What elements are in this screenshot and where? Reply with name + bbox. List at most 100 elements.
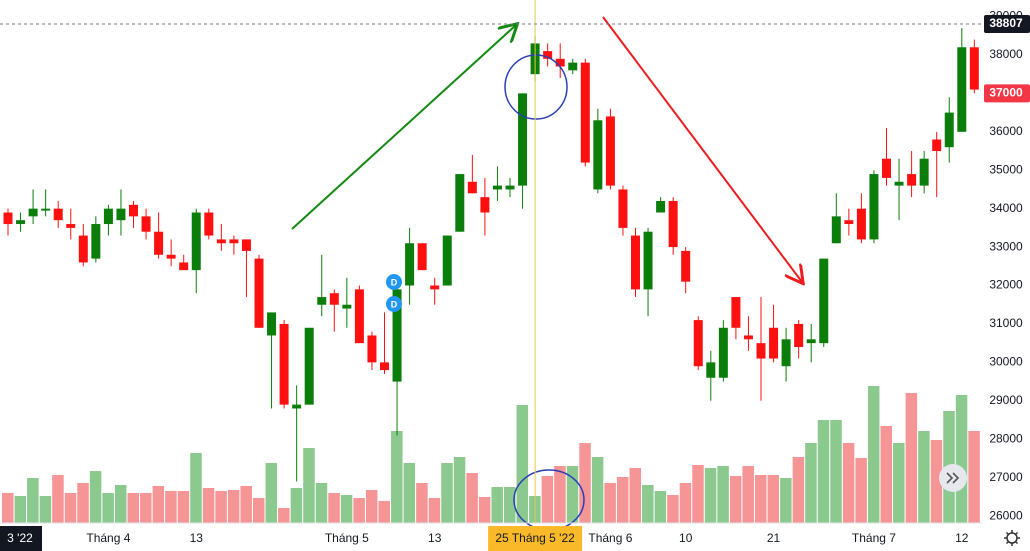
candle-body bbox=[28, 208, 38, 217]
volume-bar bbox=[930, 440, 943, 523]
candle-body bbox=[693, 320, 703, 367]
volume-bar bbox=[842, 443, 855, 523]
volume-bar bbox=[140, 493, 152, 523]
price-label: 38807 bbox=[989, 16, 1023, 30]
volume-bar bbox=[328, 493, 340, 523]
volume-bar bbox=[89, 471, 102, 523]
x-tick-label: Tháng 4 bbox=[86, 531, 130, 545]
volume-bar bbox=[905, 393, 918, 523]
volume-bar bbox=[27, 478, 39, 523]
volume-bar bbox=[629, 468, 641, 523]
volume-bar bbox=[642, 485, 654, 523]
candle-body bbox=[656, 200, 666, 213]
x-tick-label: 13 bbox=[190, 531, 204, 545]
y-tick-label: 28000 bbox=[989, 431, 1023, 445]
candle-body bbox=[831, 216, 841, 244]
volume-bar bbox=[817, 420, 830, 523]
x-tick-label: 10 bbox=[679, 531, 693, 545]
candle-body bbox=[204, 212, 214, 236]
volume-bar bbox=[177, 491, 190, 523]
settings-button[interactable] bbox=[1004, 530, 1020, 546]
candle-body bbox=[919, 158, 929, 186]
candle-body bbox=[229, 239, 239, 244]
candle-body bbox=[367, 335, 377, 363]
candle-body bbox=[141, 216, 151, 232]
scroll-icon[interactable] bbox=[946, 472, 960, 484]
candle-body bbox=[518, 93, 528, 186]
volume-bar bbox=[755, 475, 767, 523]
volume-bar bbox=[190, 453, 202, 523]
x-tick-label: 12 bbox=[955, 531, 969, 545]
candle-body bbox=[267, 312, 277, 336]
scroll-button[interactable] bbox=[939, 464, 967, 492]
volume-bar bbox=[780, 478, 792, 523]
highlight-date-bg bbox=[488, 526, 583, 551]
x-tick-label: Tháng 7 bbox=[852, 531, 896, 545]
y-tick-label: 36000 bbox=[989, 124, 1023, 138]
x-tick-label-highlight: 25 Tháng 5 '22 bbox=[495, 531, 575, 545]
volume-bar bbox=[240, 486, 252, 523]
candle-body bbox=[417, 243, 427, 271]
candle-layer bbox=[3, 28, 979, 482]
volume-bar bbox=[955, 395, 968, 523]
y-tick-label: 26000 bbox=[989, 508, 1023, 522]
dividend-badge-label: D bbox=[391, 277, 398, 287]
volume-bar bbox=[127, 493, 139, 523]
volume-layer bbox=[2, 386, 980, 523]
volume-bar bbox=[2, 493, 14, 523]
candle-body bbox=[279, 323, 289, 405]
y-tick-label: 31000 bbox=[989, 316, 1023, 330]
candle-body bbox=[254, 258, 264, 328]
candle-body bbox=[618, 189, 628, 228]
volume-bar bbox=[52, 475, 64, 523]
volume-bar bbox=[227, 490, 240, 523]
volume-bar bbox=[39, 496, 52, 523]
volume-bar bbox=[767, 475, 780, 523]
candle-body bbox=[580, 62, 590, 163]
volume-bar bbox=[165, 491, 177, 523]
candle-body bbox=[681, 250, 691, 282]
volume-bar bbox=[102, 493, 114, 523]
volume-bar bbox=[441, 463, 453, 523]
candle-body bbox=[154, 231, 164, 255]
candle-body bbox=[380, 362, 389, 371]
volume-bar bbox=[215, 491, 227, 523]
candle-body bbox=[129, 204, 138, 217]
candle-body bbox=[568, 62, 578, 71]
candle-body bbox=[769, 327, 779, 359]
gear-teeth[interactable] bbox=[1004, 530, 1020, 546]
candle-body bbox=[241, 239, 251, 251]
volume-bar bbox=[541, 476, 554, 523]
volume-bar bbox=[353, 498, 365, 523]
price-axis: 26000 27000 28000 29000 30000 31000 32000 33000… bbox=[982, 0, 1030, 551]
volume-bar bbox=[466, 473, 478, 523]
volume-bar bbox=[604, 483, 616, 523]
x-tick-label: 13 bbox=[428, 531, 442, 545]
candle-body bbox=[593, 120, 603, 190]
volume-bar bbox=[428, 498, 441, 523]
volume-bar bbox=[792, 457, 805, 523]
dividend-badge bbox=[386, 296, 402, 312]
volume-bar bbox=[893, 443, 905, 523]
candle-body bbox=[191, 212, 201, 271]
volume-bar bbox=[667, 495, 679, 523]
candle-body bbox=[932, 139, 942, 152]
candle-body bbox=[969, 47, 979, 90]
candle-body bbox=[480, 197, 490, 213]
candle-body bbox=[743, 335, 753, 340]
candle-body bbox=[492, 185, 502, 190]
candle-body bbox=[216, 239, 226, 244]
volume-bar bbox=[416, 483, 428, 523]
candle-body bbox=[944, 112, 954, 148]
volume-bar bbox=[704, 468, 717, 523]
volume-bar bbox=[391, 431, 403, 523]
volume-bar bbox=[830, 420, 842, 523]
volume-bar bbox=[278, 508, 290, 523]
x-tick-label: 3 '22 bbox=[7, 531, 33, 545]
candle-body bbox=[819, 258, 829, 344]
candle-body bbox=[543, 51, 553, 59]
candle-body bbox=[3, 212, 13, 225]
volume-bar bbox=[679, 483, 692, 523]
volume-bar bbox=[14, 496, 27, 523]
y-tick-label: 33000 bbox=[989, 239, 1023, 253]
